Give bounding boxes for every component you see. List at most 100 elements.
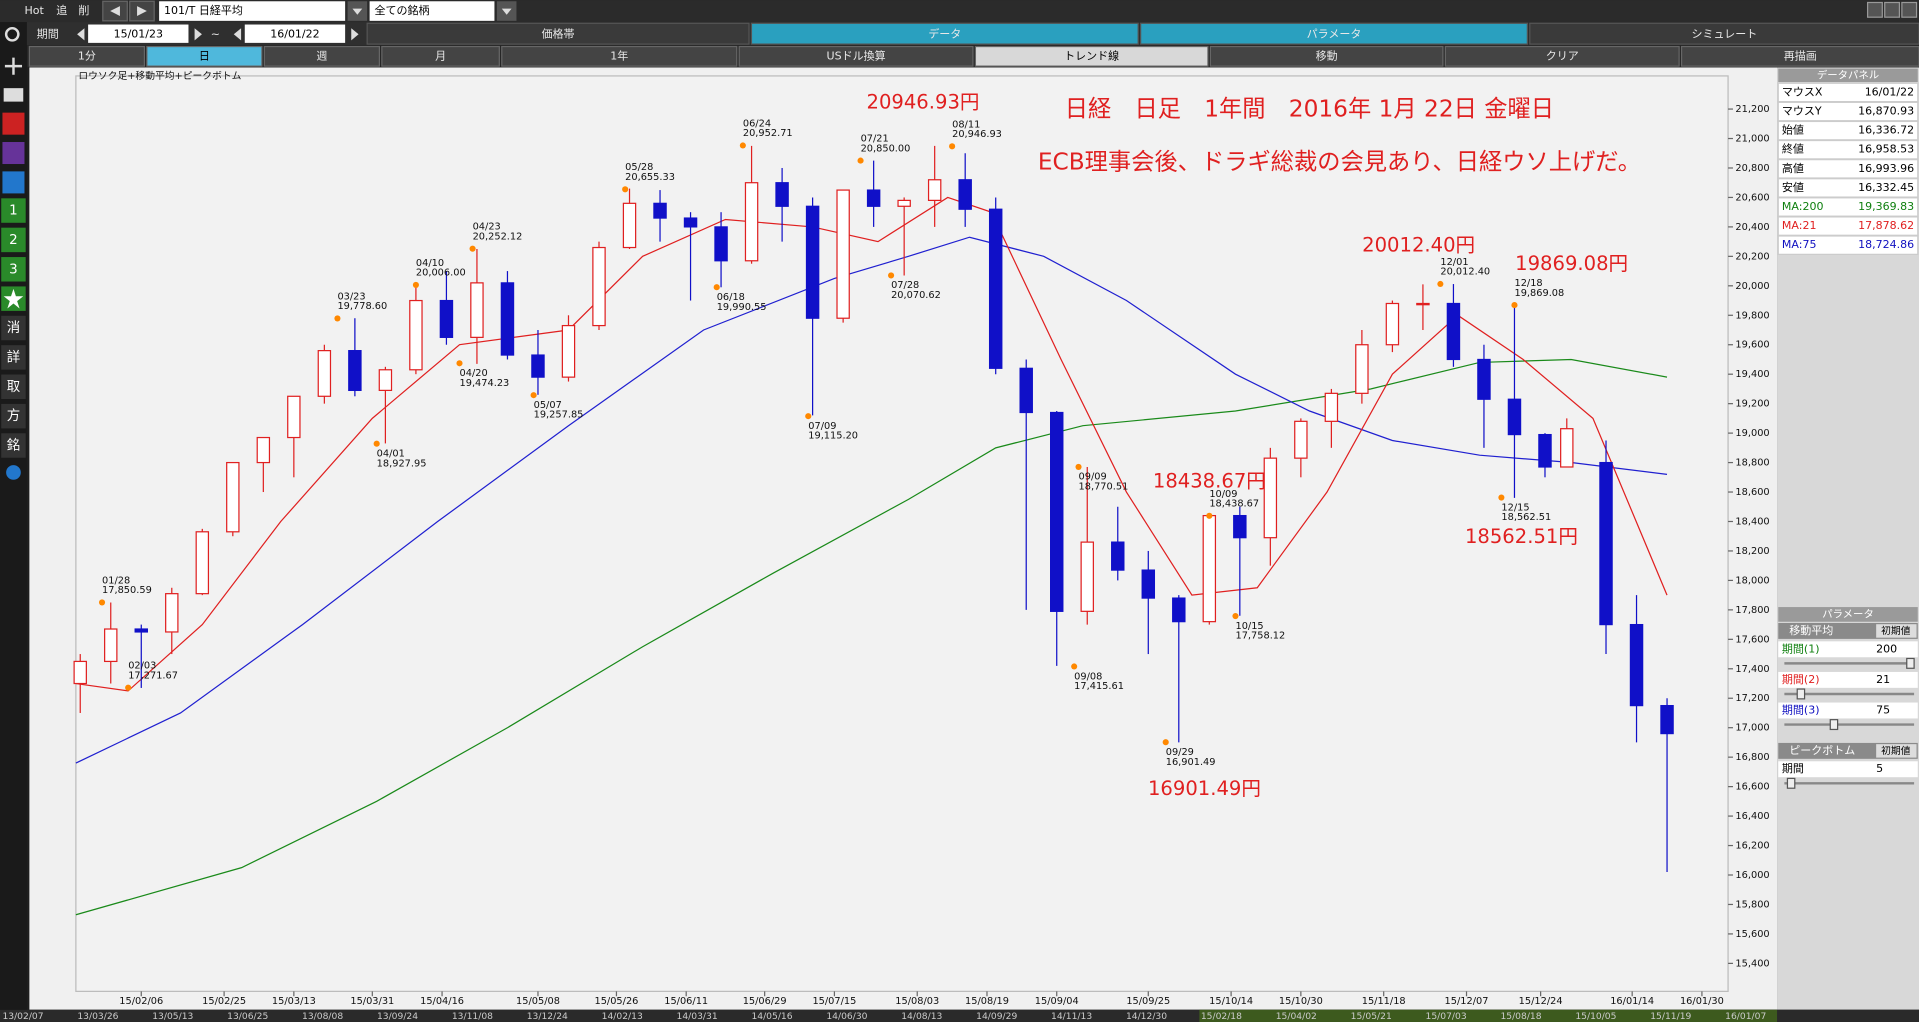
toolbar-button[interactable] <box>381 45 500 67</box>
toolbar-button[interactable] <box>146 45 263 67</box>
panel-value: 16,336.72 <box>1858 124 1914 137</box>
peak-value: 18,770.51 <box>1079 481 1129 492</box>
peak-date: 01/28 <box>102 575 130 586</box>
universe-box[interactable] <box>369 1 495 21</box>
search-icon[interactable] <box>4 26 20 42</box>
camera-icon[interactable] <box>3 88 24 102</box>
y-tick-label: 17,400 <box>1735 664 1769 675</box>
overview-date: 13/09/24 <box>377 1011 418 1022</box>
toolbar-button[interactable] <box>1680 45 1919 67</box>
y-tick-label: 18,600 <box>1735 487 1769 498</box>
dropdown-arrow <box>352 8 363 15</box>
candle-body <box>1629 623 1644 707</box>
peak-date: 09/29 <box>1166 747 1194 758</box>
toolbar-button-label: USドル換算 <box>827 48 886 62</box>
candle-body <box>683 217 698 228</box>
panel-value: 16/01/22 <box>1865 85 1914 98</box>
peak-date: 10/09 <box>1209 489 1237 500</box>
tool-button[interactable] <box>1 227 26 253</box>
candle-body <box>561 324 576 378</box>
y-tick-label: 19,400 <box>1735 369 1769 380</box>
tool-button[interactable] <box>1 198 26 223</box>
plus-icon[interactable] <box>4 57 23 75</box>
window-button[interactable] <box>1884 1 1901 18</box>
candle-body <box>134 628 149 633</box>
chart-icon[interactable] <box>2 112 25 135</box>
tool-button[interactable] <box>1 315 26 341</box>
toolbar-button[interactable] <box>1444 45 1680 67</box>
annotation: 18438.67円 <box>1153 470 1266 493</box>
flag-icon[interactable] <box>2 171 25 194</box>
toolbar-button[interactable] <box>28 45 146 67</box>
toolbar-button[interactable] <box>1209 45 1444 67</box>
y-tick-label: 18,400 <box>1735 516 1769 527</box>
peak-marker <box>1511 302 1518 309</box>
date-box[interactable] <box>88 24 189 43</box>
tool-label: 銘 <box>7 438 20 454</box>
x-tick-label: 15/10/14 <box>1209 996 1253 1007</box>
candle-body <box>470 282 484 338</box>
slider-handle[interactable] <box>1906 657 1915 669</box>
toolbar-button[interactable] <box>263 45 381 67</box>
gear-icon[interactable] <box>6 465 21 480</box>
date-box[interactable] <box>244 24 346 43</box>
param-label: 期間(3) <box>1782 703 1820 716</box>
overview-date: 15/05/21 <box>1351 1011 1392 1022</box>
tool-button[interactable] <box>1 433 26 458</box>
tool-column <box>0 22 27 1010</box>
panel-row <box>1777 235 1919 255</box>
peak-marker <box>1075 463 1082 470</box>
tool-button[interactable] <box>1 374 26 400</box>
window-button[interactable] <box>1901 1 1918 18</box>
reset-button[interactable] <box>1876 744 1917 758</box>
panel-label: 安値 <box>1782 180 1804 194</box>
toolbar-button-label: 再描画 <box>1784 48 1817 62</box>
peak-date: 10/15 <box>1235 621 1263 632</box>
overview-date: 14/12/30 <box>1126 1011 1167 1022</box>
window-button[interactable] <box>1866 1 1883 18</box>
slider-handle[interactable] <box>1796 688 1806 700</box>
panel-title-text: パラメータ <box>1822 608 1874 620</box>
candle-body <box>653 202 667 219</box>
toolbar-button[interactable] <box>501 45 738 67</box>
slider-handle[interactable] <box>1829 719 1839 731</box>
slider-handle[interactable] <box>1786 777 1796 789</box>
tab[interactable] <box>1140 22 1528 45</box>
overview-window[interactable] <box>1199 1009 1778 1022</box>
tool-button[interactable] <box>1 403 26 429</box>
peak-date: 09/09 <box>1079 472 1107 483</box>
chart-icon[interactable] <box>2 142 25 165</box>
next-arrow <box>137 6 147 16</box>
candle-body <box>73 660 87 685</box>
date-arrow[interactable] <box>194 28 202 41</box>
candle-body <box>1416 302 1430 306</box>
panel-value: 16,332.45 <box>1858 181 1914 194</box>
reset-button[interactable] <box>1876 624 1917 638</box>
date-arrow[interactable] <box>233 28 242 41</box>
panel-label: 高値 <box>1782 161 1804 175</box>
toolbar-button[interactable] <box>738 45 974 67</box>
tool-button[interactable] <box>1 345 26 370</box>
y-tick-label: 15,600 <box>1735 929 1769 940</box>
date-arrow[interactable] <box>351 28 359 41</box>
annotation: 20012.40円 <box>1362 234 1475 257</box>
candle-body <box>348 350 362 392</box>
overview-date: 15/07/03 <box>1426 1011 1467 1022</box>
param-label: 期間 <box>1782 762 1804 775</box>
add-button: 追 <box>56 3 67 17</box>
overview-date: 15/08/18 <box>1500 1011 1541 1022</box>
symbol-box[interactable] <box>159 1 346 21</box>
period-label: 期間 <box>37 27 59 40</box>
peak-value: 17,271.67 <box>128 670 178 681</box>
tab[interactable] <box>750 22 1139 45</box>
overview-date: 14/05/16 <box>751 1011 792 1022</box>
peak-marker <box>98 599 106 606</box>
tool-label: 消 <box>7 320 20 336</box>
toolbar-button-label: 週 <box>316 49 327 62</box>
tab[interactable] <box>1529 22 1919 45</box>
date-arrow[interactable] <box>77 28 85 41</box>
tab[interactable] <box>366 22 750 45</box>
tool-button[interactable] <box>1 257 26 282</box>
toolbar-button[interactable] <box>974 45 1209 67</box>
x-tick-label: 15/08/03 <box>895 996 939 1007</box>
